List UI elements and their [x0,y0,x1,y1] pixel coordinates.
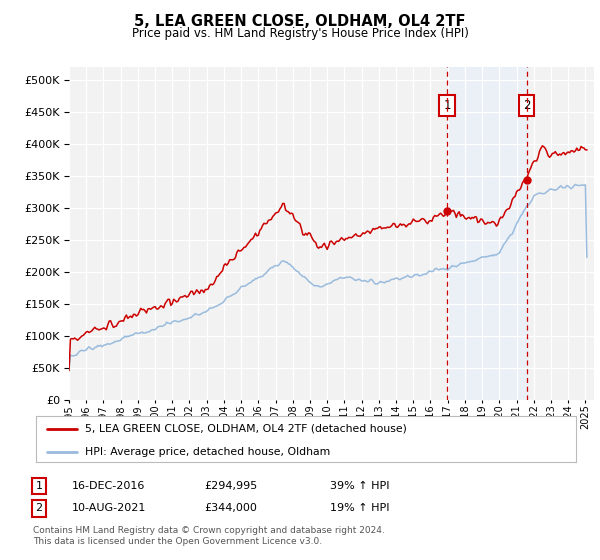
Text: This data is licensed under the Open Government Licence v3.0.: This data is licensed under the Open Gov… [33,537,322,546]
Text: HPI: Average price, detached house, Oldham: HPI: Average price, detached house, Oldh… [85,447,330,457]
Text: 19% ↑ HPI: 19% ↑ HPI [330,503,389,514]
Text: 10-AUG-2021: 10-AUG-2021 [72,503,146,514]
Text: 2: 2 [35,503,43,514]
Bar [447,67,527,400]
Text: 39% ↑ HPI: 39% ↑ HPI [330,481,389,491]
Text: £344,000: £344,000 [204,503,257,514]
Text: 5, LEA GREEN CLOSE, OLDHAM, OL4 2TF (detached house): 5, LEA GREEN CLOSE, OLDHAM, OL4 2TF (det… [85,424,406,434]
Text: Price paid vs. HM Land Registry's House Price Index (HPI): Price paid vs. HM Land Registry's House … [131,27,469,40]
Text: 5, LEA GREEN CLOSE, OLDHAM, OL4 2TF: 5, LEA GREEN CLOSE, OLDHAM, OL4 2TF [134,14,466,29]
Text: 1: 1 [443,99,451,112]
Text: 16-DEC-2016: 16-DEC-2016 [72,481,145,491]
Text: 2: 2 [523,99,530,112]
Text: Contains HM Land Registry data © Crown copyright and database right 2024.: Contains HM Land Registry data © Crown c… [33,526,385,535]
Text: 1: 1 [35,481,43,491]
Text: £294,995: £294,995 [204,481,257,491]
